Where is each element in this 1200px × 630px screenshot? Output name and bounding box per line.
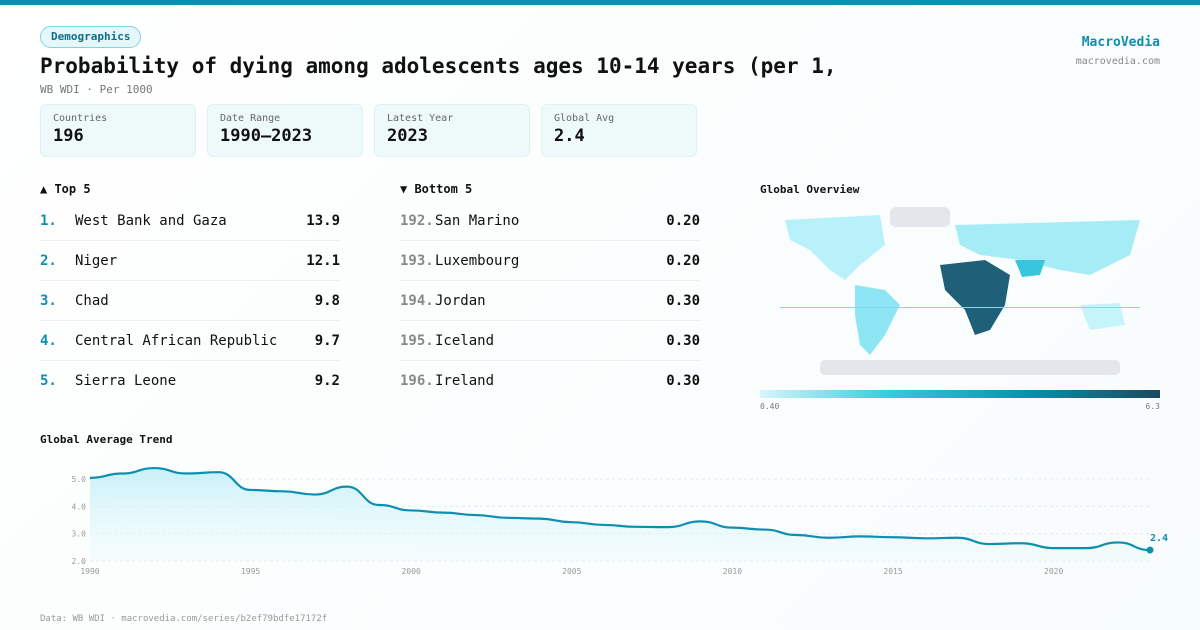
stat-label: Latest Year xyxy=(387,113,454,124)
list-item[interactable]: 192. San Marino 0.20 xyxy=(400,201,700,241)
rank: 4. xyxy=(40,332,57,349)
trend-chart[interactable]: 2.0 3.0 4.0 5.0 1990 1995 2000 2005 2010 2015 2020… xyxy=(0,455,1200,585)
country-value: 0.30 xyxy=(666,332,700,349)
top-accent-bar xyxy=(0,0,1200,5)
page-title: Probability of dying among adolescents a… xyxy=(40,54,837,78)
data-point[interactable] xyxy=(1146,546,1154,554)
country-name: West Bank and Gaza xyxy=(75,212,227,229)
stat-countries: Countries 196 xyxy=(40,104,196,157)
rank: 1. xyxy=(40,212,57,229)
brand-name[interactable]: MacroVedia xyxy=(1081,35,1160,50)
x-tick-label: 2015 xyxy=(883,567,902,576)
list-item[interactable]: 3. Chad 9.8 xyxy=(40,281,340,321)
legend-max: 6.3 xyxy=(1145,402,1160,411)
middle-east xyxy=(1015,260,1045,277)
list-item[interactable]: 196. Ireland 0.30 xyxy=(400,361,700,401)
x-tick-label: 2020 xyxy=(1044,567,1063,576)
country-name: Luxembourg xyxy=(435,252,520,269)
rank: 2. xyxy=(40,252,57,269)
africa xyxy=(940,260,1010,335)
country-value: 12.1 xyxy=(306,252,340,269)
y-tick-label: 2.0 xyxy=(72,557,87,566)
color-scale-bar xyxy=(760,390,1160,398)
north-america xyxy=(785,215,885,280)
world-map[interactable] xyxy=(760,205,1160,380)
eurasia xyxy=(955,220,1140,275)
list-item[interactable]: 4. Central African Republic 9.7 xyxy=(40,321,340,361)
country-name: Central African Republic xyxy=(75,332,278,349)
trend-line xyxy=(89,466,1151,552)
rank: 196. xyxy=(400,373,434,389)
stat-date-range: Date Range 1990–2023 xyxy=(207,104,363,157)
x-tick-label: 2005 xyxy=(562,567,581,576)
equator-line xyxy=(780,307,1140,308)
area-fill xyxy=(90,468,1150,561)
rank: 193. xyxy=(400,252,434,269)
antarctica xyxy=(820,360,1120,375)
trend-heading: Global Average Trend xyxy=(40,433,173,446)
list-item[interactable]: 194. Jordan 0.30 xyxy=(400,281,700,321)
list-item[interactable]: 195. Iceland 0.30 xyxy=(400,321,700,361)
list-item[interactable]: 1. West Bank and Gaza 13.9 xyxy=(40,201,340,241)
list-item[interactable]: 2. Niger 12.1 xyxy=(40,241,340,281)
brand: MacroVedia macrovedia.com xyxy=(1076,35,1160,67)
country-value: 9.2 xyxy=(314,373,340,389)
country-name: Sierra Leone xyxy=(75,373,177,389)
country-value: 0.30 xyxy=(666,373,700,389)
country-name: Ireland xyxy=(435,373,495,389)
x-tick-label: 1990 xyxy=(80,567,99,576)
country-value: 0.30 xyxy=(666,292,700,309)
stat-value: 1990–2023 xyxy=(220,126,313,146)
stats-row: Countries 196 Date Range 1990–2023 Latest … xyxy=(40,104,697,157)
rank: 3. xyxy=(40,292,57,309)
top5-heading: ▲ Top 5 xyxy=(40,182,91,196)
page-subtitle: WB WDI · Per 1000 xyxy=(40,83,153,96)
footer-source: Data: WB WDI · macrovedia.com/series/b2e… xyxy=(40,614,328,624)
rank: 195. xyxy=(400,332,434,349)
country-value: 9.7 xyxy=(314,332,340,349)
last-value-label: 2.4 xyxy=(1150,533,1168,544)
list-item[interactable]: 5. Sierra Leone 9.2 xyxy=(40,361,340,401)
rank: 194. xyxy=(400,292,434,309)
greenland xyxy=(890,207,950,227)
country-value: 9.8 xyxy=(314,292,340,309)
stat-label: Global Avg xyxy=(554,113,615,124)
country-value: 0.20 xyxy=(666,212,700,229)
legend-min: 0.40 xyxy=(760,402,780,411)
y-tick-label: 4.0 xyxy=(72,502,87,511)
stat-value: 2023 xyxy=(387,126,428,146)
x-tick-label: 1995 xyxy=(241,567,260,576)
bottom5-heading: ▼ Bottom 5 xyxy=(400,182,473,196)
country-value: 0.20 xyxy=(666,252,700,269)
country-name: San Marino xyxy=(435,212,520,229)
country-name: Iceland xyxy=(435,332,495,349)
y-tick-label: 3.0 xyxy=(72,530,87,539)
map-heading: Global Overview xyxy=(760,183,860,196)
stat-value: 2.4 xyxy=(554,126,585,146)
stat-global-avg: Global Avg 2.4 xyxy=(541,104,697,157)
bottom5-list: 192. San Marino 0.20 193. Luxembourg 0.20 194.… xyxy=(400,201,700,401)
category-badge[interactable]: Demographics xyxy=(40,26,142,48)
x-tick-label: 2000 xyxy=(402,567,421,576)
list-item[interactable]: 193. Luxembourg 0.20 xyxy=(400,241,700,281)
rank: 192. xyxy=(400,212,434,229)
stat-label: Date Range xyxy=(220,113,281,124)
country-name: Jordan xyxy=(435,292,486,309)
australia xyxy=(1080,303,1125,330)
stat-label: Countries xyxy=(53,113,108,124)
brand-url[interactable]: macrovedia.com xyxy=(1075,56,1160,67)
country-name: Niger xyxy=(75,252,118,269)
rank: 5. xyxy=(40,373,57,389)
country-value: 13.9 xyxy=(306,212,340,229)
stat-value: 196 xyxy=(53,126,84,146)
x-tick-label: 2010 xyxy=(723,567,742,576)
stat-latest-year: Latest Year 2023 xyxy=(374,104,530,157)
top5-list: 1. West Bank and Gaza 13.9 2. Niger 12.1 3. Cha… xyxy=(40,201,340,401)
country-name: Chad xyxy=(75,292,109,309)
south-america xyxy=(855,285,900,355)
y-tick-label: 5.0 xyxy=(72,475,87,484)
